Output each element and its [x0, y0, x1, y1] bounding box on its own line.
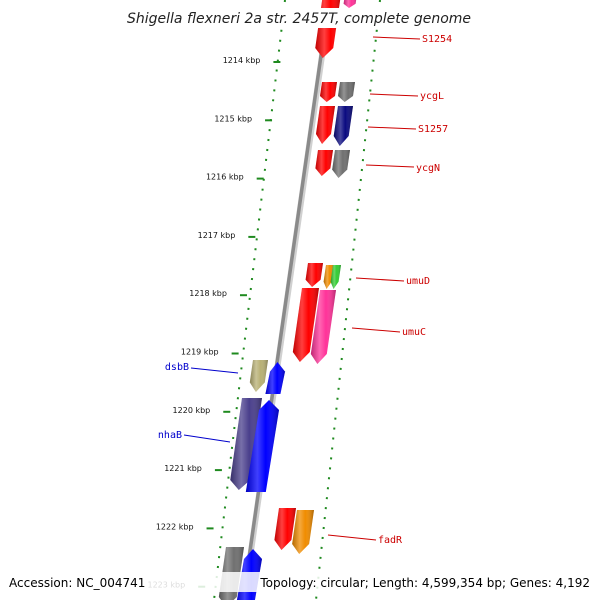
gene-arrow[interactable]: [337, 82, 355, 102]
callout-line: [365, 164, 415, 168]
callout-line: [372, 36, 421, 40]
gene-arrow[interactable]: [333, 106, 353, 146]
gene-arrow[interactable]: [315, 106, 335, 144]
gene-label-S1257[interactable]: S1257: [418, 124, 448, 135]
callout-line: [367, 126, 417, 130]
tick-label: 1216 kbp: [206, 173, 244, 182]
guide-line-2: [315, 0, 381, 600]
guide-lines: [213, 0, 381, 600]
gene-label-nhaB[interactable]: nhaB: [158, 430, 182, 441]
callout-line: [190, 367, 239, 374]
gene-arrow[interactable]: [292, 510, 314, 554]
tick-label: 1219 kbp: [181, 348, 219, 357]
gene-arrows: [218, 0, 357, 600]
gene-arrow[interactable]: [245, 400, 279, 492]
gene-arrow[interactable]: [230, 398, 262, 490]
tick-label: 1215 kbp: [214, 114, 252, 123]
callout-line: [327, 534, 377, 541]
guide-line-1: [213, 0, 286, 600]
gene-arrow[interactable]: [292, 288, 319, 362]
accession-text: Accession: NC_004741: [9, 576, 145, 590]
kbp-ticks: 1214 kbp 1215 kbp 1216 kbp 1217 kbp 1218 kbp…: [147, 56, 281, 590]
gene-label-umuC[interactable]: umuC: [402, 327, 426, 338]
callout-line: [351, 327, 401, 333]
gene-arrow[interactable]: [343, 0, 357, 8]
genome-backbone: [241, 0, 333, 600]
gene-arrow[interactable]: [310, 290, 336, 364]
gene-label-dsbB[interactable]: dsbB: [165, 362, 189, 373]
gene-label-umuD[interactable]: umuD: [406, 276, 430, 287]
gene-arrow[interactable]: [305, 263, 323, 287]
gene-arrow[interactable]: [265, 362, 285, 394]
tick-label: 1217 kbp: [198, 231, 236, 240]
gene-arrow[interactable]: [249, 360, 268, 392]
gene-arrow[interactable]: [315, 150, 333, 176]
gene-arrow[interactable]: [332, 150, 350, 178]
gene-callouts: S1254 ycgL S1257 ycgN umuD umuC dsbB nhaB fadR: [158, 34, 452, 546]
tick-label: 1214 kbp: [223, 56, 261, 65]
callout-line: [355, 277, 405, 282]
gene-label-S1254[interactable]: S1254: [422, 34, 452, 45]
gene-label-ycgL[interactable]: ycgL: [420, 91, 444, 102]
gene-label-fadR[interactable]: fadR: [378, 535, 403, 546]
topology-text: Topology: circular; Length: 4,599,354 bp…: [259, 576, 590, 590]
gene-arrow[interactable]: [319, 82, 337, 102]
tick-label: 1220 kbp: [173, 406, 211, 415]
callout-line: [369, 93, 419, 97]
tick-label: 1218 kbp: [189, 289, 227, 298]
callout-line: [183, 434, 231, 443]
tick-label: 1221 kbp: [164, 464, 202, 473]
gene-arrow[interactable]: [323, 265, 334, 289]
footer-backdrop: [0, 572, 600, 592]
gene-label-ycgN[interactable]: ycgN: [416, 163, 440, 174]
tick-label: 1222 kbp: [156, 522, 194, 531]
gene-arrow[interactable]: [274, 508, 296, 550]
map-title: Shigella flexneri 2a str. 2457T, complet…: [127, 11, 471, 27]
gene-arrow[interactable]: [330, 265, 341, 289]
title-backdrop: [128, 8, 472, 28]
